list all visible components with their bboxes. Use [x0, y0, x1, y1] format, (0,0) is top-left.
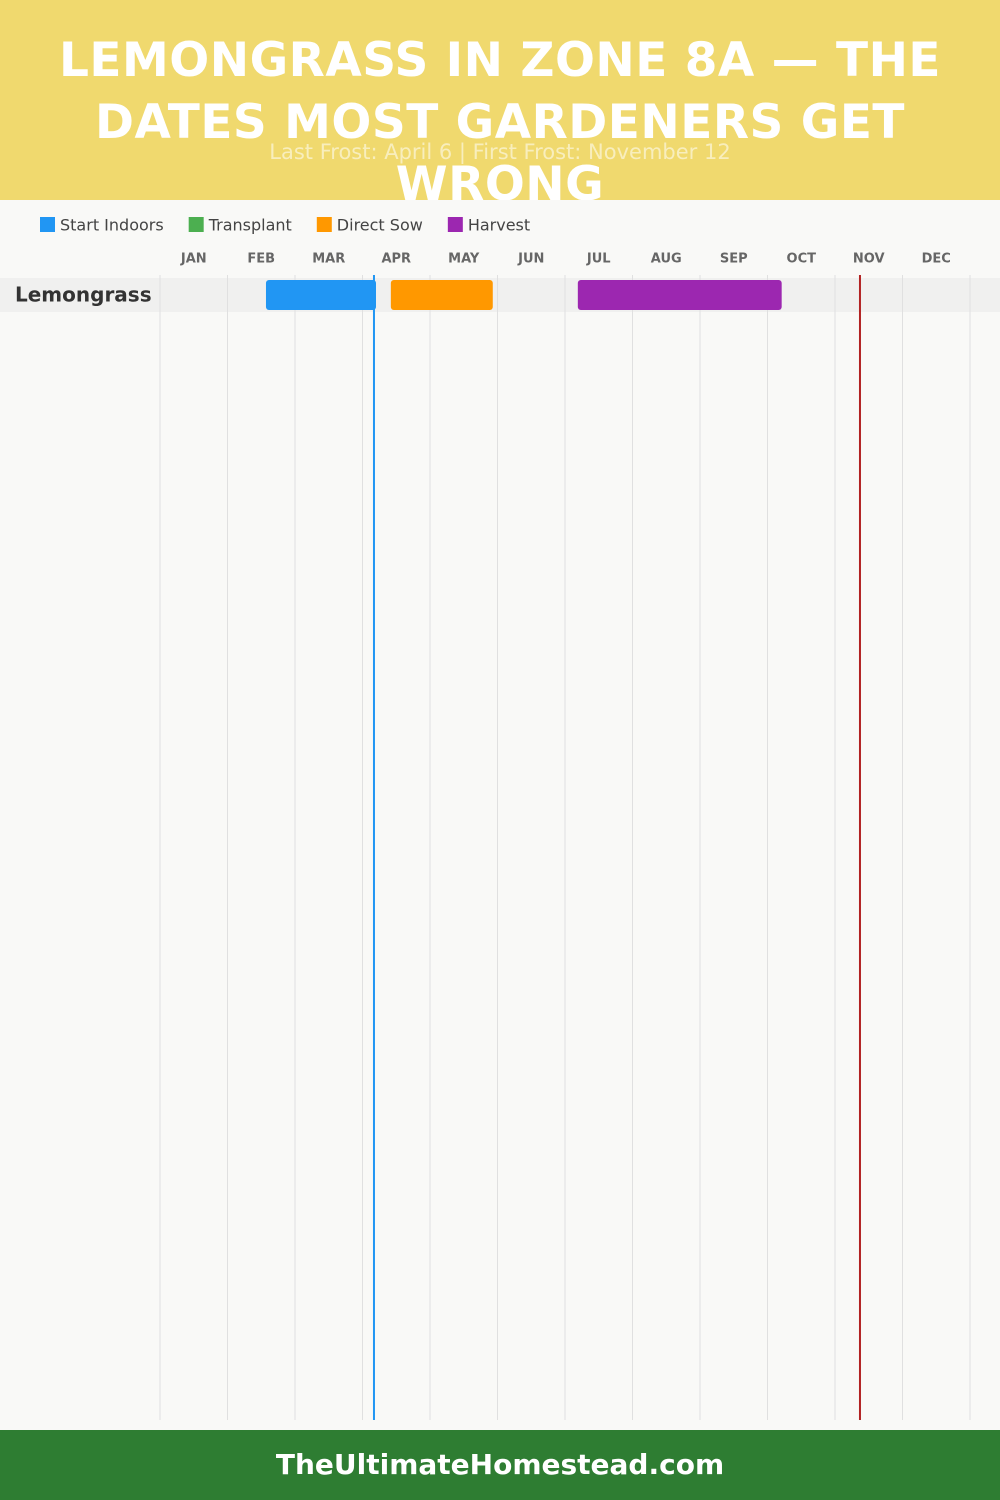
x-tick-label: SEP: [720, 252, 748, 267]
legend-label: Direct Sow: [337, 216, 423, 235]
row-label: Lemongrass: [15, 283, 152, 307]
x-tick-label: OCT: [787, 252, 817, 267]
legend-label: Start Indoors: [60, 216, 164, 235]
x-tick-label: DEC: [922, 252, 951, 267]
legend-swatch: [188, 217, 204, 232]
chart-background: [0, 200, 1000, 1430]
x-tick-label: FEB: [247, 252, 275, 267]
x-tick-label: JUL: [586, 252, 611, 267]
chart: Lemongrass JAN FEB MAR APR MAY JUN JUL AUG SEP OCT…: [0, 200, 1000, 1430]
x-tick-label: MAY: [448, 252, 480, 267]
bar: [265, 280, 376, 310]
footer: TheUltimateHomestead.com: [0, 1430, 1000, 1500]
x-tick-label: AUG: [651, 252, 682, 267]
bar: [577, 280, 782, 310]
x-tick-label: JAN: [180, 252, 207, 267]
legend-label: Transplant: [208, 216, 292, 235]
chart-subtitle: Last Frost: April 6 | First Frost: Novem…: [269, 140, 731, 164]
legend-swatch: [316, 217, 332, 232]
chart-title: LEMONGRASS IN ZONE 8A — THE DATES MOST G…: [58, 33, 942, 200]
x-tick-label: APR: [381, 252, 411, 267]
x-tick-label: NOV: [853, 252, 885, 267]
bar: [390, 280, 493, 310]
x-tick-label: MAR: [312, 252, 345, 267]
legend-label: Harvest: [468, 216, 530, 235]
x-tick-label: JUN: [517, 252, 544, 267]
legend-swatch: [40, 217, 55, 232]
legend-swatch: [447, 217, 463, 232]
row-band: [0, 278, 1000, 312]
header: LEMONGRASS IN ZONE 8A — THE DATES MOST G…: [0, 0, 1000, 200]
